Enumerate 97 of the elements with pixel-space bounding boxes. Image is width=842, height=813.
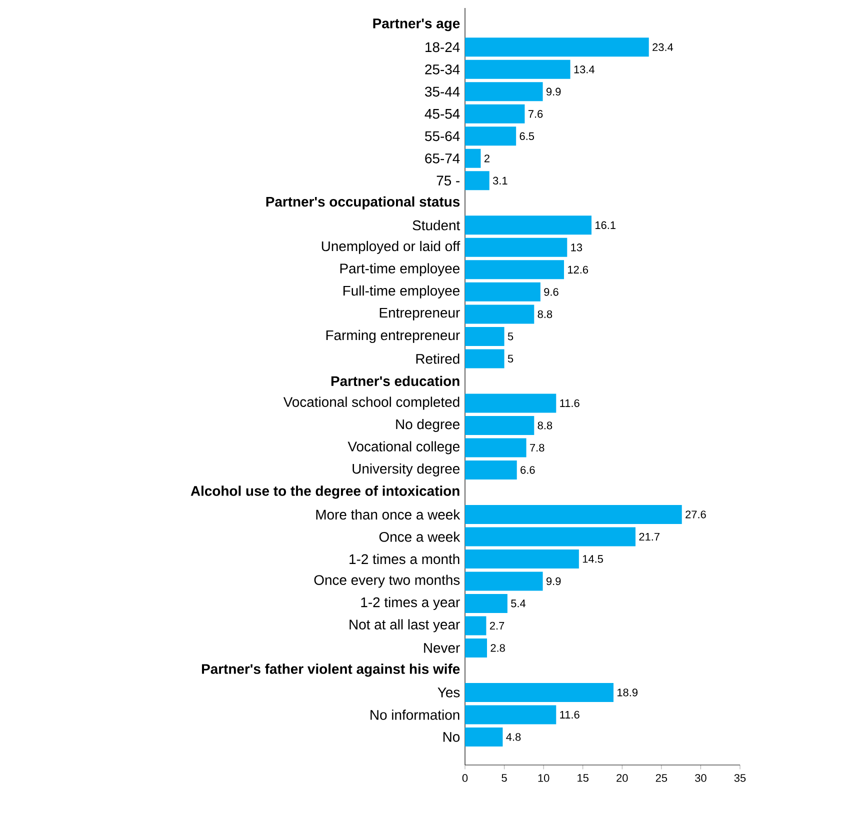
data-label: 6.5 [520,132,534,140]
y-tick-label: No degree [396,418,460,432]
x-tick-label: 0 [462,774,468,782]
bar [465,82,543,102]
y-tick-label: No information [370,710,460,720]
y-tick-label: Full-time employee [343,285,460,298]
bar [465,438,526,458]
y-tick-label: Not at all last year [350,619,460,632]
data-label: 14.5 [582,555,603,563]
bar [465,260,564,280]
data-label: 3.1 [492,176,508,185]
y-tick-label: Entrepreneur [380,308,460,320]
data-label: 16.1 [596,221,616,230]
data-label: 5 [508,354,514,363]
bar [465,394,556,413]
bar [465,527,636,546]
x-tick-label: 30 [695,774,706,782]
bar [465,572,543,591]
data-label: 9.9 [546,577,561,586]
data-label: 23.4 [652,43,674,52]
bar [465,60,570,79]
y-tick-label: 55-64 [425,131,460,142]
bar [465,238,568,257]
data-label: 9.9 [546,88,561,96]
bar [465,638,488,658]
bar [465,705,556,724]
data-label: 21.7 [639,532,660,541]
y-tick-label: 18-24 [426,42,460,52]
y-tick-label: Once a week [379,532,460,542]
y-tick-label: Partner's father violent against his wife [202,664,460,677]
y-tick-label: Partner's age [373,18,460,32]
bar [465,504,682,524]
x-tick-label: 25 [656,774,668,782]
data-label: 11.6 [560,710,580,719]
x-tick-label: 35 [734,774,746,782]
data-label: 7.8 [530,444,544,452]
bar [465,126,516,146]
x-tick-label: 20 [616,774,628,782]
bar [465,282,540,302]
y-tick-label: Partner's education [331,376,460,386]
data-label: 5.4 [511,600,526,608]
bar [465,171,490,190]
bar [465,549,579,568]
x-tick-label: 10 [538,774,550,782]
y-tick-label: Unemployed or laid off [322,240,460,254]
y-tick-label: Vocational college [348,441,460,454]
y-tick-label: No [443,732,460,742]
data-label: 18.9 [618,688,638,696]
bar [465,349,504,368]
bar [465,682,614,702]
y-tick-label: Retired [416,354,460,364]
y-tick-label: Yes [438,688,460,698]
bar [465,594,508,613]
y-tick-label: University degree [352,463,460,476]
bar [465,148,481,168]
y-tick-label: Once every two months [314,574,460,588]
data-label: 2.7 [490,622,504,630]
y-tick-label: 75 - [436,176,460,186]
y-tick-label: Never [424,643,460,653]
y-tick-label: 65-74 [425,153,460,164]
y-tick-label: 45-54 [424,109,460,119]
data-label: 2 [484,154,490,162]
y-tick-label: Part-time employee [340,263,460,276]
data-label: 13 [571,244,582,252]
bar [465,326,504,346]
bar [465,416,534,435]
y-tick-label: 35-44 [425,86,460,97]
y-tick-label: Student [412,220,460,230]
data-label: 13.4 [574,66,594,74]
data-label: 9.6 [544,288,558,296]
bar [465,104,525,124]
data-label: 11.6 [560,399,580,408]
bar [465,216,592,235]
y-tick-label: More than once a week [316,509,460,520]
data-label: 27.6 [686,510,706,518]
data-label: 2.8 [490,644,505,652]
x-tick-label: 5 [502,774,507,782]
data-label: 5 [508,332,514,340]
data-label: 4.8 [506,733,521,741]
y-tick-label: 1-2 times a year [361,596,460,610]
y-tick-label: 1-2 times a month [350,554,460,564]
data-label: 8.8 [538,422,552,430]
data-label: 6.6 [520,466,535,474]
bar [465,38,649,57]
bar [465,460,517,480]
bar [465,304,534,324]
data-label: 8.8 [538,310,552,318]
y-tick-label: Partner's occupational status [266,196,460,210]
y-tick-label: 25-34 [425,64,460,74]
y-tick-label: Farming entrepreneur [326,330,460,343]
x-tick-label: 15 [578,774,588,782]
data-label: 12.6 [568,266,588,274]
y-tick-label: Vocational school completed [283,396,460,410]
bar [465,616,486,636]
data-label: 7.6 [528,110,543,118]
bar [465,727,503,746]
y-tick-label: Alcohol use to the degree of intoxication [190,486,460,499]
